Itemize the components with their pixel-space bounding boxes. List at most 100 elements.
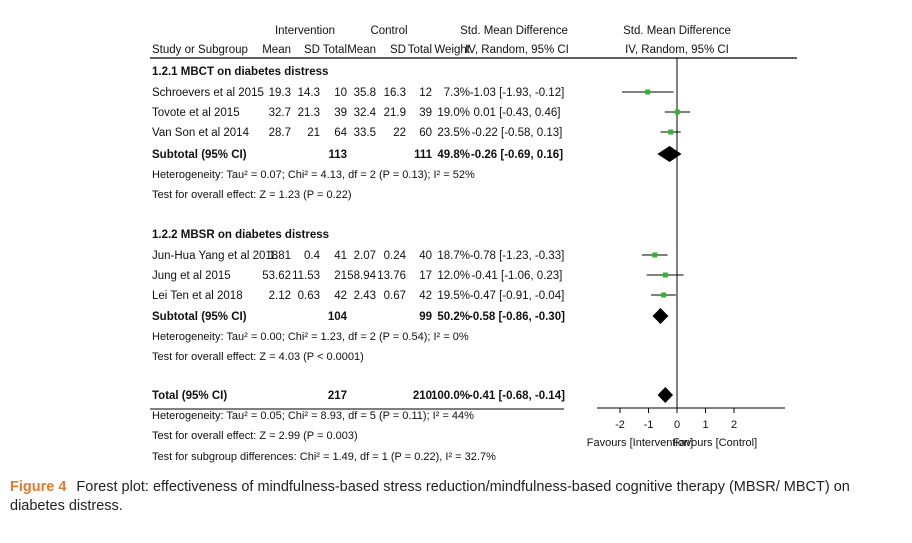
int-sd: 0.63 (298, 290, 320, 302)
header-control: Control (370, 25, 407, 37)
int-total: 42 (334, 290, 347, 302)
study-marker (662, 272, 668, 278)
ctl-mean: 35.8 (354, 87, 376, 99)
int-sd: 14.3 (298, 87, 320, 99)
int-mean: 28.7 (269, 127, 291, 139)
subgroup-title: 1.2.2 MBSR on diabetes distress (152, 229, 329, 241)
x-tick-label: 1 (702, 419, 708, 431)
subgroup-title: 1.2.1 MBCT on diabetes distress (152, 66, 328, 78)
table-rows: 1.2.1 MBCT on diabetes distress Schroever… (150, 66, 565, 463)
ctl-sd: 22 (393, 127, 406, 139)
figure-label: Figure 4 (10, 479, 67, 495)
int-total: 10 (334, 87, 347, 99)
int-total: 21 (334, 270, 347, 282)
total-ci: -0.26 [-0.69, 0.16] (471, 149, 563, 161)
int-mean: 53.62 (262, 270, 291, 282)
ctl-mean: 33.5 (354, 127, 376, 139)
int-total: 104 (328, 311, 348, 323)
study-ci: -1.03 [-1.93, -0.12] (470, 87, 565, 99)
study-marker (645, 89, 651, 95)
int-total: 217 (328, 390, 347, 402)
study-name: Jun-Hua Yang et al 2018 (152, 250, 278, 262)
study-weight: 12.0% (437, 270, 470, 282)
header-ctl-sd: SD (390, 44, 406, 56)
subtotal-label: Subtotal (95% CI) (152, 149, 247, 161)
study-name: Schroevers et al 2015 (152, 87, 264, 99)
study-marker (652, 252, 658, 258)
int-mean: 2.12 (269, 290, 291, 302)
ctl-total: 17 (419, 270, 432, 282)
study-marker (674, 109, 680, 115)
study-ci: -0.22 [-0.58, 0.13] (472, 127, 563, 139)
header-plot-smd: Std. Mean Difference (623, 25, 731, 37)
int-sd: 21 (307, 127, 320, 139)
heterogeneity-text: Heterogeneity: Tau² = 0.00; Chi² = 1.23,… (152, 331, 469, 343)
int-sd: 0.4 (304, 250, 321, 262)
ctl-sd: 13.76 (377, 270, 406, 282)
subtotal-label: Subtotal (95% CI) (152, 311, 247, 323)
header-int-mean: Mean (262, 44, 291, 56)
ctl-total: 40 (419, 250, 432, 262)
study-weight: 23.5% (437, 127, 470, 139)
favours-right-label: Favours [Control] (673, 437, 757, 449)
ctl-sd: 21.9 (384, 107, 406, 119)
overall-effect-text: Test for overall effect: Z = 4.03 (P < 0… (152, 351, 364, 363)
figure-caption-text: Forest plot: effectiveness of mindfulnes… (10, 479, 850, 514)
subgroup-difference-text: Test for subgroup differences: Chi² = 1.… (152, 451, 496, 463)
x-tick-label: 2 (731, 419, 737, 431)
study-name: Tovote et al 2015 (152, 107, 240, 119)
pooled-diamond (657, 387, 674, 403)
total-ci: -0.58 [-0.86, -0.30] (469, 311, 565, 323)
study-ci: -0.47 [-0.91, -0.04] (470, 290, 565, 302)
heterogeneity-text: Heterogeneity: Tau² = 0.07; Chi² = 4.13,… (152, 169, 475, 181)
total-weight: 49.8% (437, 149, 470, 161)
study-ci: 0.01 [-0.43, 0.46] (474, 107, 561, 119)
x-tick-label: 0 (674, 419, 680, 431)
ctl-total: 12 (419, 87, 432, 99)
forest-plot: Intervention Control Std. Mean Differenc… (150, 25, 797, 463)
int-mean: 32.7 (269, 107, 291, 119)
int-total: 41 (334, 250, 347, 262)
pooled-diamond (657, 146, 682, 162)
total-weight: 50.2% (437, 311, 470, 323)
int-total: 113 (328, 149, 347, 161)
header-plot-method: IV, Random, 95% CI (625, 44, 729, 56)
study-name: Lei Ten et al 2018 (152, 290, 243, 302)
ctl-total: 39 (419, 107, 432, 119)
study-weight: 19.0% (437, 107, 470, 119)
ctl-sd: 0.24 (384, 250, 407, 262)
total-weight: 100.0% (431, 390, 470, 402)
ctl-total: 60 (419, 127, 432, 139)
study-ci: -0.41 [-1.06, 0.23] (472, 270, 563, 282)
header-ctl-mean: Mean (347, 44, 376, 56)
favours-left-label: Favours [Intervention] (587, 437, 693, 449)
study-weight: 7.3% (444, 87, 470, 99)
ctl-mean: 32.4 (354, 107, 377, 119)
header-weight: Weight (434, 44, 470, 56)
int-total: 39 (334, 107, 347, 119)
study-weight: 19.5% (437, 290, 470, 302)
study-marker (661, 292, 667, 298)
header-ctl-total: Total (408, 44, 432, 56)
ctl-total: 111 (414, 149, 433, 161)
ctl-mean: 2.07 (354, 250, 376, 262)
header-method: IV, Random, 95% CI (465, 44, 569, 56)
total-ci: -0.41 [-0.68, -0.14] (469, 390, 565, 402)
header-intervention: Intervention (275, 25, 335, 37)
study-marker (668, 129, 674, 135)
study-name: Jung et al 2015 (152, 270, 231, 282)
study-name: Van Son et al 2014 (152, 127, 250, 139)
ctl-total: 42 (419, 290, 432, 302)
study-weight: 18.7% (437, 250, 470, 262)
figure-caption: Figure 4 Forest plot: effectiveness of mi… (10, 478, 902, 516)
header-smd: Std. Mean Difference (460, 25, 568, 37)
overall-effect-text: Test for overall effect: Z = 1.23 (P = 0… (152, 189, 352, 201)
x-tick-label: -1 (644, 419, 654, 431)
ctl-sd: 0.67 (384, 290, 406, 302)
int-mean: 19.3 (269, 87, 291, 99)
header-study: Study or Subgroup (152, 44, 248, 56)
int-sd: 11.53 (292, 270, 320, 282)
total-overall-text: Test for overall effect: Z = 2.99 (P = 0… (152, 430, 358, 442)
int-sd: 21.3 (298, 107, 320, 119)
x-tick-label: -2 (615, 419, 625, 431)
